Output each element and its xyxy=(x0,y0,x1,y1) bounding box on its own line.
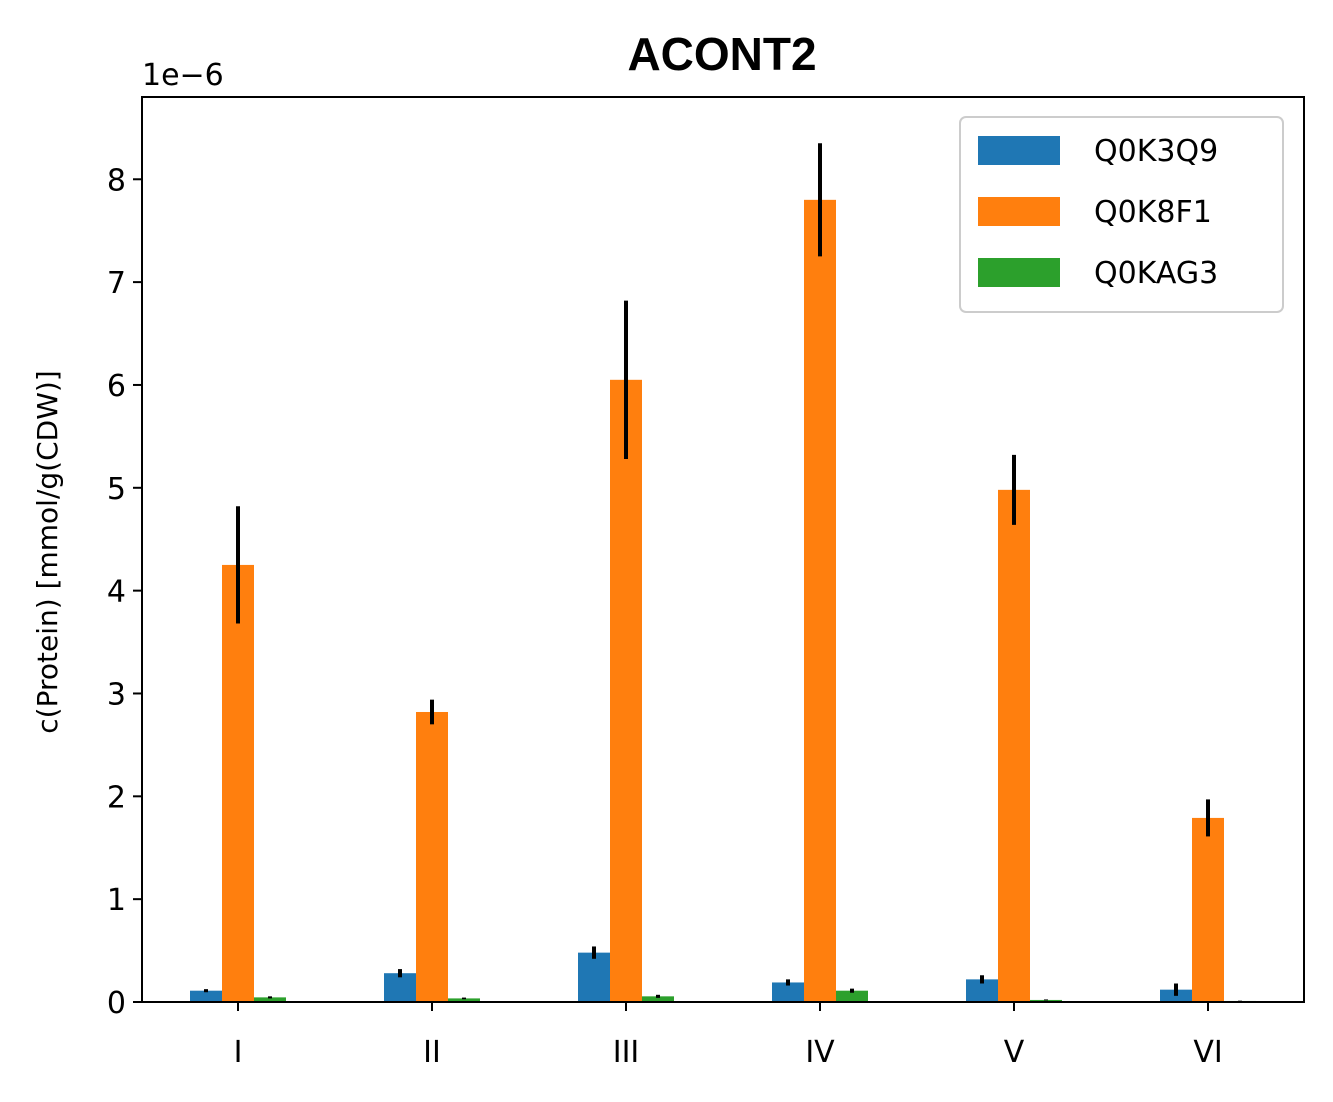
bar-q0kag3-iv xyxy=(836,990,868,1002)
y-tick-label: 7 xyxy=(107,266,126,301)
x-tick-label-i: I xyxy=(234,1035,243,1070)
bar-q0kag3-iii xyxy=(642,996,674,1002)
error-bars-layer xyxy=(204,143,1242,1002)
legend-items: Q0K3Q9 Q0K8F1 Q0KAG3 xyxy=(978,134,1218,291)
bar-q0kag3-ii xyxy=(448,998,480,1002)
legend-swatch-q0k8f1 xyxy=(978,197,1060,226)
y-tick-label: 5 xyxy=(107,472,126,507)
legend-swatch-q0k3q9 xyxy=(978,136,1060,165)
y-tick-label: 8 xyxy=(107,163,126,198)
x-tick-label-vi: VI xyxy=(1193,1035,1222,1070)
y-axis-offset-label: 1e−6 xyxy=(142,58,224,93)
bar-q0k3q9-v xyxy=(966,979,998,1002)
bar-q0k8f1-iv xyxy=(804,199,836,1002)
y-tick-label: 4 xyxy=(107,575,126,610)
plot-frame xyxy=(141,96,1305,1003)
x-tick-label-v: V xyxy=(1004,1035,1025,1070)
y-tick-label: 3 xyxy=(107,677,126,712)
y-tick-label: 2 xyxy=(107,780,126,815)
y-axis: 0 1 2 3 4 5 6 7 8 xyxy=(107,163,142,1021)
bar-q0k8f1-ii xyxy=(416,711,448,1002)
x-tick-label-iv: IV xyxy=(805,1035,835,1070)
bar-q0kag3-v xyxy=(1030,999,1062,1002)
legend: Q0K3Q9 Q0K8F1 Q0KAG3 xyxy=(959,116,1284,313)
y-tick-label: 0 xyxy=(107,986,126,1021)
y-tick-label: 1 xyxy=(107,883,126,918)
bar-q0k8f1-vi xyxy=(1192,817,1224,1002)
legend-label-q0k8f1: Q0K8F1 xyxy=(1094,195,1212,230)
bar-q0kag3-i xyxy=(254,997,286,1002)
legend-label-q0kag3: Q0KAG3 xyxy=(1094,256,1218,291)
legend-label-q0k3q9: Q0K3Q9 xyxy=(1094,134,1218,169)
bar-q0k3q9-vi xyxy=(1160,989,1192,1002)
legend-swatch-q0kag3 xyxy=(978,258,1060,287)
bars-layer xyxy=(190,199,1256,1002)
bar-q0k3q9-ii xyxy=(384,973,416,1002)
bar-q0k8f1-i xyxy=(222,564,254,1002)
x-axis: I II III IV V VI xyxy=(234,1002,1223,1070)
bar-q0k3q9-i xyxy=(190,990,222,1002)
bar-q0k8f1-v xyxy=(998,489,1030,1002)
x-tick-label-ii: II xyxy=(423,1035,441,1070)
x-tick-label-iii: III xyxy=(613,1035,640,1070)
chart-title: ACONT2 xyxy=(627,28,816,80)
bar-q0k3q9-iii xyxy=(578,952,610,1002)
bar-q0k3q9-iv xyxy=(772,982,804,1002)
bar-q0k8f1-iii xyxy=(610,379,642,1002)
y-tick-label: 6 xyxy=(107,369,126,404)
y-axis-label: c(Protein) [mmol/g(CDW)] xyxy=(31,370,64,733)
